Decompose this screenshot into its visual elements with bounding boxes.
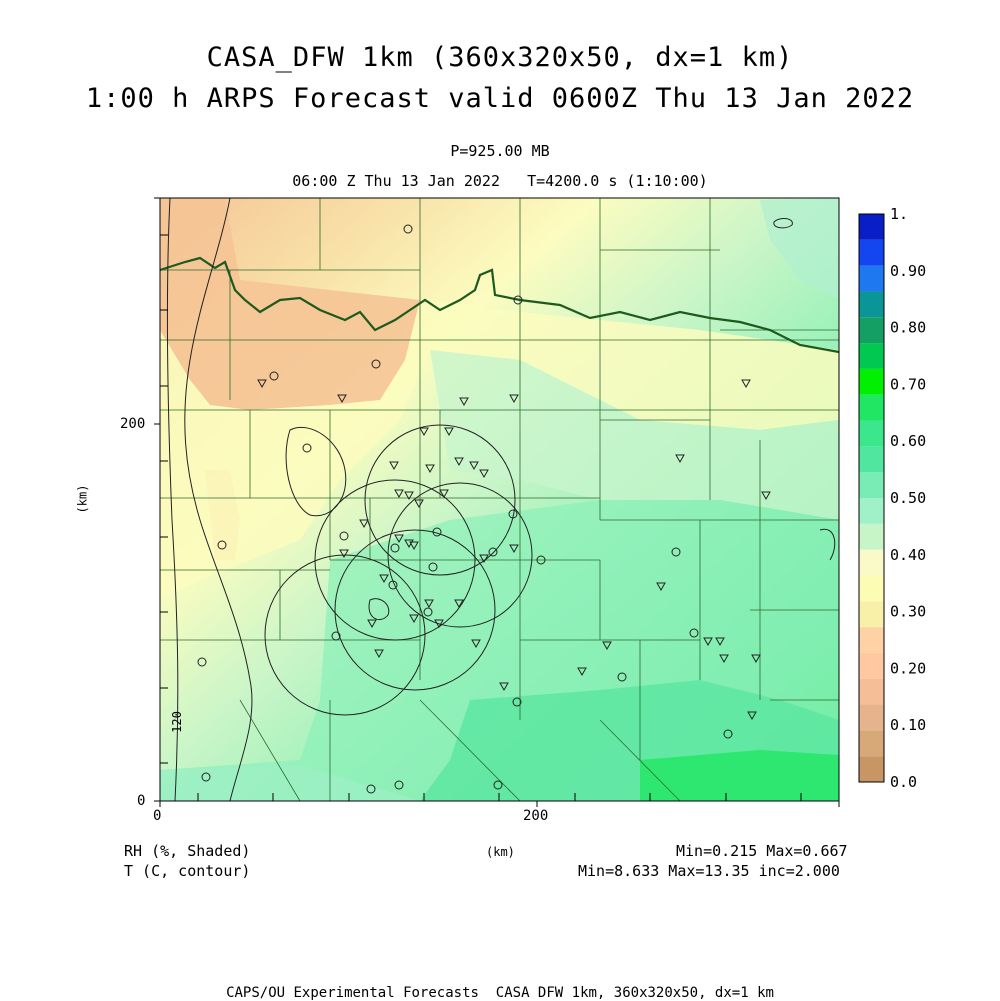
colorbar-swatch (859, 601, 884, 628)
colorbar: 0.0 0.10 0.20 0.30 0.40 0.50 0.60 0.70 0.80 0.90 1… (858, 205, 926, 791)
colorbar-swatch (859, 575, 884, 602)
colorbar-swatch (859, 523, 884, 550)
colorbar-label: 0.80 (890, 319, 926, 337)
colorbar-swatch (859, 317, 884, 344)
colorbar-swatch (859, 498, 884, 524)
title-line-2: 1:00 h ARPS Forecast valid 0600Z Thu 13 … (85, 83, 915, 114)
valid-time: 06:00 Z Thu 13 Jan 2022 T=4200.0 s (1:10… (292, 172, 708, 190)
colorbar-swatch (859, 291, 884, 318)
colorbar-swatch (859, 704, 884, 731)
colorbar-swatch (859, 214, 884, 240)
state-border (159, 256, 840, 354)
colorbar-label: 1. (890, 205, 908, 223)
colorbar-swatch (859, 678, 884, 705)
colorbar-swatch (859, 652, 884, 679)
colorbar-label: 0.70 (890, 375, 926, 393)
contour-label: 120 (169, 711, 184, 733)
colorbar-label: 0.30 (890, 603, 926, 621)
colorbar-swatch (859, 756, 884, 782)
pressure-level: P=925.00 MB (450, 142, 550, 160)
y-tick-0: 0 (137, 793, 146, 809)
station-markers (197, 224, 771, 794)
colorbar-label: 0.90 (890, 262, 926, 280)
colorbar-swatch (859, 730, 884, 757)
colorbar-label: 0.60 (890, 432, 926, 450)
colorbar-label: 0.40 (890, 546, 926, 564)
rh-shading (160, 198, 839, 801)
colorbar-swatch (859, 239, 884, 266)
y-axis-unit: (km) (75, 484, 90, 514)
map-frame (154, 197, 840, 807)
x-tick-200: 200 (523, 808, 549, 824)
colorbar-label: 0.20 (890, 659, 926, 677)
colorbar-label: 0.0 (890, 773, 917, 791)
colorbar-label: 0.50 (890, 489, 926, 507)
y-tick-200: 200 (120, 416, 146, 432)
legend-contour: T (C, contour) (124, 862, 251, 880)
colorbar-swatch (859, 549, 884, 576)
colorbar-swatch (859, 368, 884, 395)
x-axis-unit: (km) (486, 845, 515, 859)
title-line-1: CASA_DFW 1km (360x320x50, dx=1 km) (206, 42, 794, 73)
colorbar-swatch (859, 420, 884, 447)
county-lines (160, 198, 839, 802)
temperature-stats: Min=8.633 Max=13.35 inc=2.000 (578, 862, 840, 880)
colorbar-swatch (859, 472, 884, 498)
colorbar-swatch (859, 265, 884, 292)
colorbar-swatch (859, 343, 884, 369)
footer-credit: CAPS/OU Experimental Forecasts CASA DFW … (226, 985, 774, 1001)
colorbar-swatch (859, 446, 884, 473)
legend-shaded: RH (%, Shaded) (124, 842, 251, 860)
rh-stats: Min=0.215 Max=0.667 (676, 842, 848, 860)
colorbar-frame (858, 213, 885, 783)
colorbar-swatch (859, 394, 884, 421)
x-tick-0: 0 (153, 808, 162, 824)
colorbar-label: 0.10 (890, 716, 926, 734)
colorbar-swatch (859, 627, 884, 653)
